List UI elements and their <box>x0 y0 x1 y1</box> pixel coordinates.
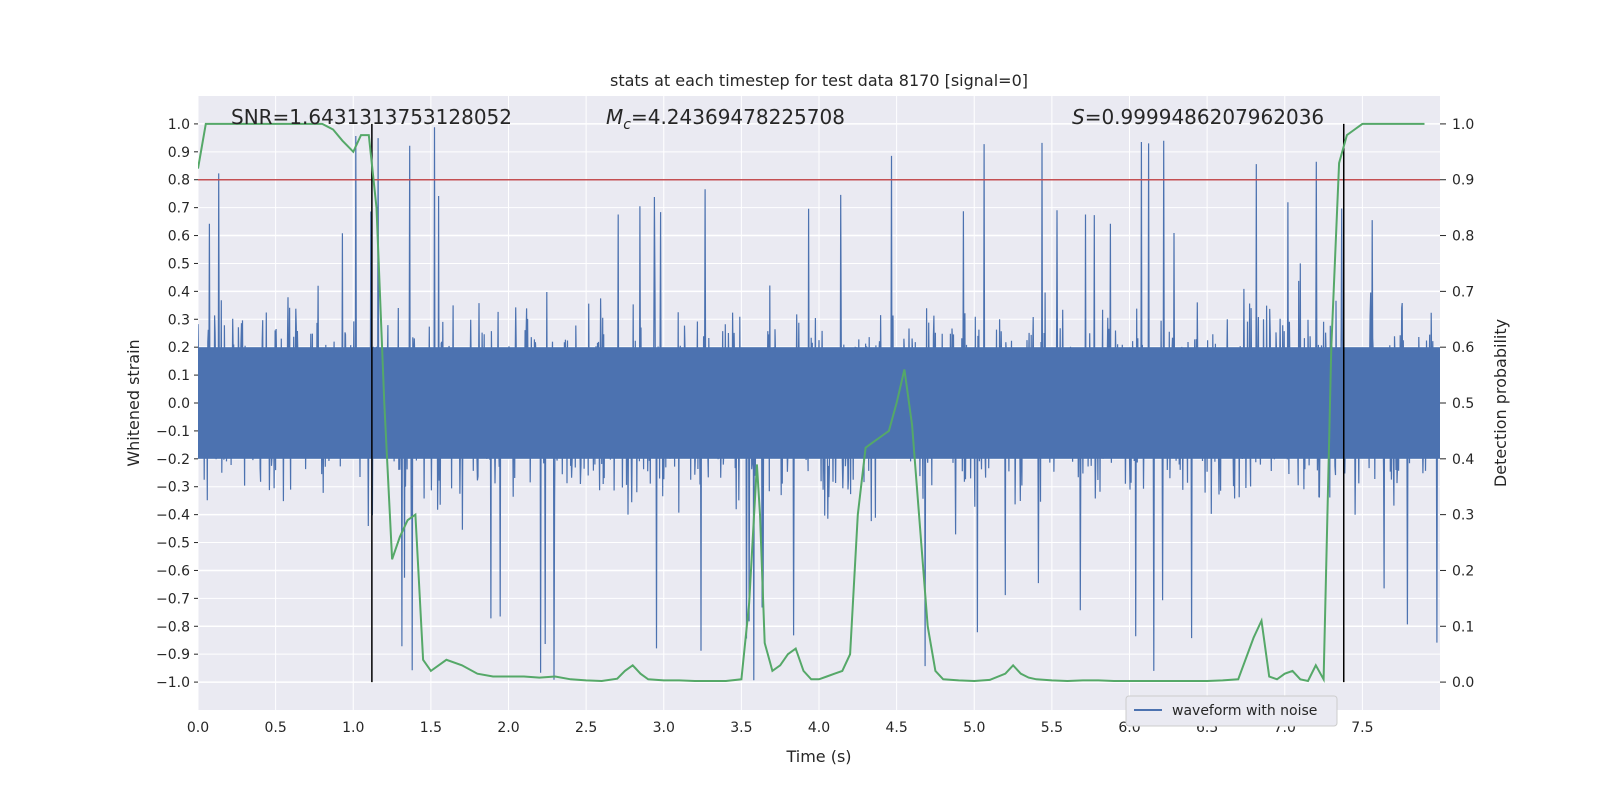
chirp-mass-value: =4.24369478225708 <box>631 105 845 129</box>
y-tick-label-left: 0.7 <box>168 201 190 217</box>
s-value: =0.9999486207962036 <box>1085 105 1324 129</box>
y-tick-label-left: 0.5 <box>168 256 190 272</box>
y-axis-label-left: Whitened strain <box>124 339 143 466</box>
vertical-markers <box>371 123 1345 683</box>
chirp-mass-symbol: M <box>606 105 623 129</box>
y-tick-label-right: 0.2 <box>1452 563 1474 579</box>
y-ticks-left: −1.0 −0.9 −0.8 −0.7 −0.6 −0.5 −0.4 −0.3 −0.2 −0.1… <box>156 117 198 691</box>
x-tick-label: 5.0 <box>963 720 985 736</box>
x-tick-label: 4.5 <box>885 720 907 736</box>
chart-title: stats at each timestep for test data 817… <box>610 71 1028 90</box>
y-tick-label-left: 1.0 <box>168 117 190 133</box>
y-tick-label-right: 0.0 <box>1452 675 1474 691</box>
y-tick-label-left: 0.4 <box>168 284 190 300</box>
y-tick-label-right: 0.4 <box>1452 452 1474 468</box>
x-tick-label: 2.0 <box>497 720 519 736</box>
snr-annotation: SNR=1.6431313753128052 <box>231 105 512 129</box>
y-tick-label-left: −0.3 <box>156 480 190 496</box>
legend-box <box>1125 695 1338 727</box>
y-ticks-right: 0.0 0.1 0.2 0.3 0.4 0.5 0.6 0.7 0.8 0.9 1.0 <box>1440 117 1474 691</box>
y-tick-label-right: 0.1 <box>1452 619 1474 635</box>
y-tick-label-left: −1.0 <box>156 675 190 691</box>
x-tick-label: 3.5 <box>730 720 752 736</box>
x-tick-label: 4.0 <box>808 720 830 736</box>
y-tick-label-right: 0.3 <box>1452 508 1474 524</box>
y-tick-label-right: 0.8 <box>1452 229 1474 245</box>
y-tick-label-right: 1.0 <box>1452 117 1474 133</box>
x-tick-label: 5.5 <box>1041 720 1063 736</box>
x-axis-label: Time (s) <box>785 747 851 766</box>
y-axis-label-right: Detection probability <box>1491 319 1510 487</box>
waveform-series <box>198 127 1440 681</box>
y-tick-label-left: 0.0 <box>168 396 190 412</box>
y-tick-label-right: 0.5 <box>1452 396 1474 412</box>
detection-probability-line <box>198 122 1425 683</box>
y-tick-label-left: 0.6 <box>168 229 190 245</box>
chirp-mass-annotation: Mc=4.24369478225708 <box>606 105 845 133</box>
x-tick-label: 7.5 <box>1351 720 1373 736</box>
y-tick-label-left: −0.2 <box>156 452 190 468</box>
y-tick-label-left: −0.6 <box>156 563 190 579</box>
x-tick-label: 1.5 <box>420 720 442 736</box>
y-tick-label-left: −0.5 <box>156 536 190 552</box>
waveform-core <box>198 347 1440 459</box>
y-tick-label-left: 0.2 <box>168 340 190 356</box>
y-tick-label-left: −0.7 <box>156 591 190 607</box>
x-tick-label: 2.5 <box>575 720 597 736</box>
y-tick-label-left: −0.4 <box>156 508 190 524</box>
legend: waveform with noise <box>1125 695 1338 727</box>
y-tick-label-right: 0.6 <box>1452 340 1474 356</box>
y-tick-label-left: 0.8 <box>168 173 190 189</box>
legend-entry: waveform with noise <box>1172 703 1317 719</box>
chirp-mass-subscript: c <box>623 117 631 133</box>
s-annotation: S=0.9999486207962036 <box>1072 105 1324 129</box>
y-tick-label-left: 0.3 <box>168 312 190 328</box>
y-tick-label-left: −0.9 <box>156 647 190 663</box>
s-symbol: S <box>1072 105 1085 129</box>
y-tick-label-left: −0.8 <box>156 619 190 635</box>
y-tick-label-left: 0.1 <box>168 368 190 384</box>
x-tick-label: 0.5 <box>264 720 286 736</box>
y-tick-label-left: 0.9 <box>168 145 190 161</box>
x-tick-label: 3.0 <box>653 720 675 736</box>
x-tick-label: 0.0 <box>187 720 209 736</box>
x-tick-label: 1.0 <box>342 720 364 736</box>
y-tick-label-left: −0.1 <box>156 424 190 440</box>
y-tick-label-right: 0.9 <box>1452 173 1474 189</box>
x-ticks: 0.0 0.5 1.0 1.5 2.0 2.5 3.0 3.5 4.0 4.5 5.0 5.5 6.0 6… <box>187 720 1374 736</box>
y-tick-label-right: 0.7 <box>1452 284 1474 300</box>
